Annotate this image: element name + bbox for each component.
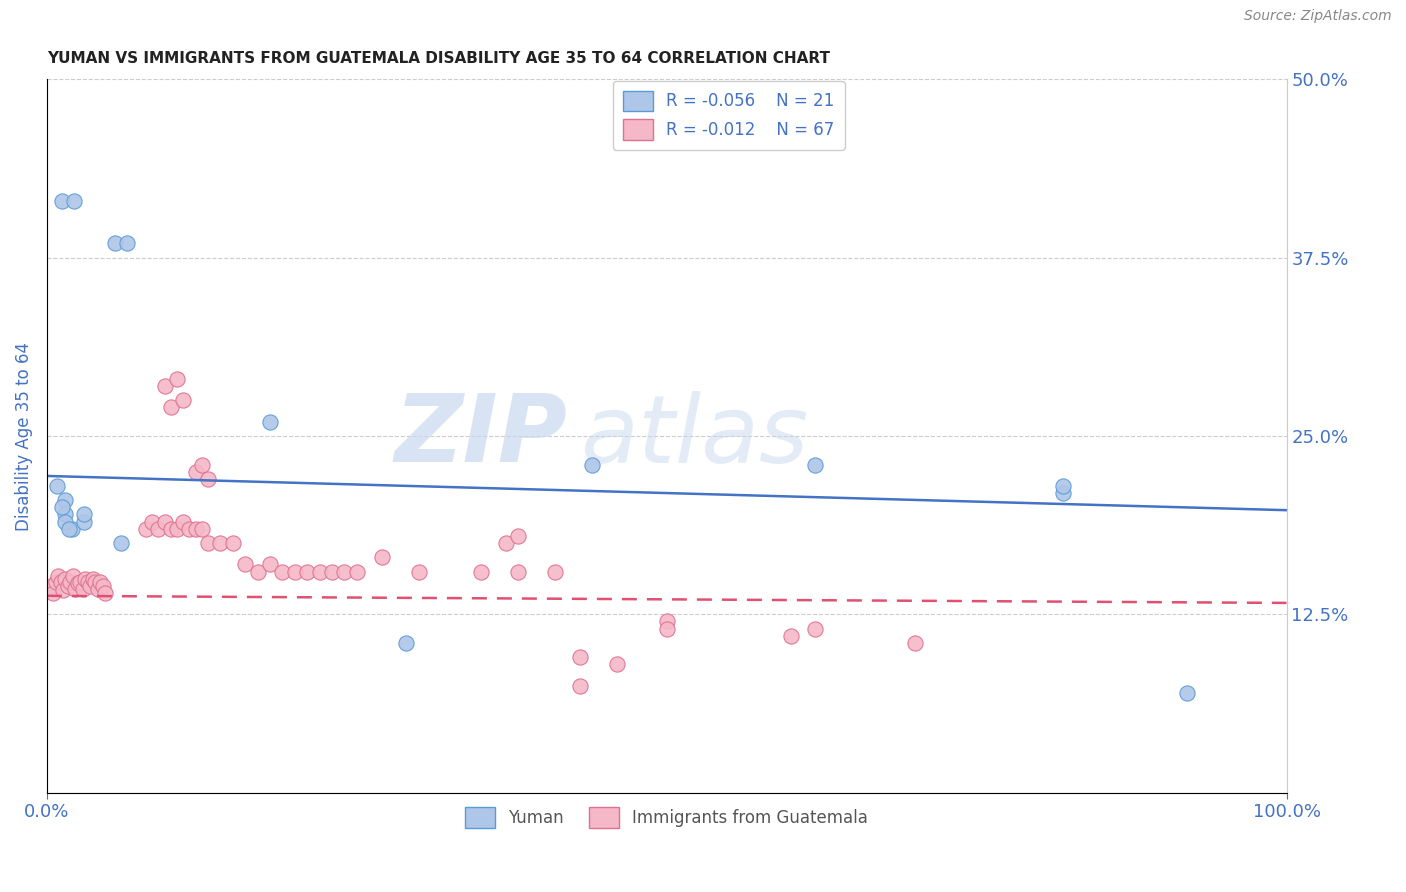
Point [222, 536, 245, 550]
Point [321, 565, 343, 579]
Point [117, 236, 139, 251]
Point [197, 472, 219, 486]
Point [73, 515, 96, 529]
Point [184, 465, 207, 479]
Point [55, 572, 77, 586]
Point [52, 583, 75, 598]
Point [153, 515, 176, 529]
Point [55, 493, 77, 508]
Point [153, 379, 176, 393]
Point [333, 565, 356, 579]
Point [191, 522, 214, 536]
Point [45, 574, 67, 589]
Point [804, 458, 827, 472]
Point [284, 565, 307, 579]
Point [184, 522, 207, 536]
Point [297, 565, 319, 579]
Point [166, 522, 188, 536]
Point [84, 574, 107, 589]
Point [408, 565, 430, 579]
Point [1177, 686, 1199, 700]
Point [60, 522, 83, 536]
Point [495, 536, 517, 550]
Point [135, 522, 157, 536]
Text: Source: ZipAtlas.com: Source: ZipAtlas.com [1244, 9, 1392, 23]
Point [259, 415, 281, 429]
Point [148, 522, 170, 536]
Point [370, 550, 392, 565]
Point [209, 536, 232, 550]
Legend: Yuman, Immigrants from Guatemala: Yuman, Immigrants from Guatemala [458, 801, 875, 834]
Point [82, 572, 104, 586]
Point [346, 565, 368, 579]
Point [65, 582, 87, 596]
Point [55, 508, 77, 522]
Point [73, 508, 96, 522]
Point [191, 458, 214, 472]
Point [160, 401, 183, 415]
Point [76, 574, 98, 589]
Point [46, 569, 69, 583]
Point [49, 574, 72, 589]
Point [259, 558, 281, 572]
Point [1052, 486, 1074, 500]
Point [166, 372, 188, 386]
Point [506, 565, 529, 579]
Point [91, 579, 114, 593]
Point [172, 515, 194, 529]
Point [197, 536, 219, 550]
Point [271, 565, 294, 579]
Point [395, 636, 418, 650]
Point [63, 194, 86, 208]
Point [141, 515, 163, 529]
Point [110, 536, 132, 550]
Text: ZIP: ZIP [395, 390, 568, 482]
Point [246, 565, 269, 579]
Point [42, 586, 65, 600]
Point [172, 393, 194, 408]
Point [51, 194, 73, 208]
Point [86, 582, 108, 596]
Point [58, 522, 80, 536]
Point [39, 579, 62, 593]
Point [655, 622, 678, 636]
Point [104, 236, 127, 251]
Text: YUMAN VS IMMIGRANTS FROM GUATEMALA DISABILITY AGE 35 TO 64 CORRELATION CHART: YUMAN VS IMMIGRANTS FROM GUATEMALA DISAB… [46, 51, 830, 66]
Point [606, 657, 628, 672]
Point [72, 582, 94, 596]
Point [79, 579, 101, 593]
Point [779, 629, 801, 643]
Point [568, 650, 591, 665]
Point [56, 579, 79, 593]
Point [581, 458, 603, 472]
Point [233, 558, 256, 572]
Point [75, 572, 97, 586]
Point [55, 515, 77, 529]
Point [470, 565, 492, 579]
Point [94, 586, 117, 600]
Point [89, 574, 111, 589]
Point [1052, 479, 1074, 493]
Point [308, 565, 330, 579]
Point [62, 569, 84, 583]
Y-axis label: Disability Age 35 to 64: Disability Age 35 to 64 [15, 342, 32, 531]
Point [544, 565, 567, 579]
Point [59, 574, 82, 589]
Point [160, 522, 183, 536]
Point [45, 479, 67, 493]
Point [568, 679, 591, 693]
Point [51, 500, 73, 515]
Text: atlas: atlas [579, 391, 808, 482]
Point [904, 636, 927, 650]
Point [69, 574, 91, 589]
Point [179, 522, 201, 536]
Point [804, 622, 827, 636]
Point [66, 576, 89, 591]
Point [655, 615, 678, 629]
Point [506, 529, 529, 543]
